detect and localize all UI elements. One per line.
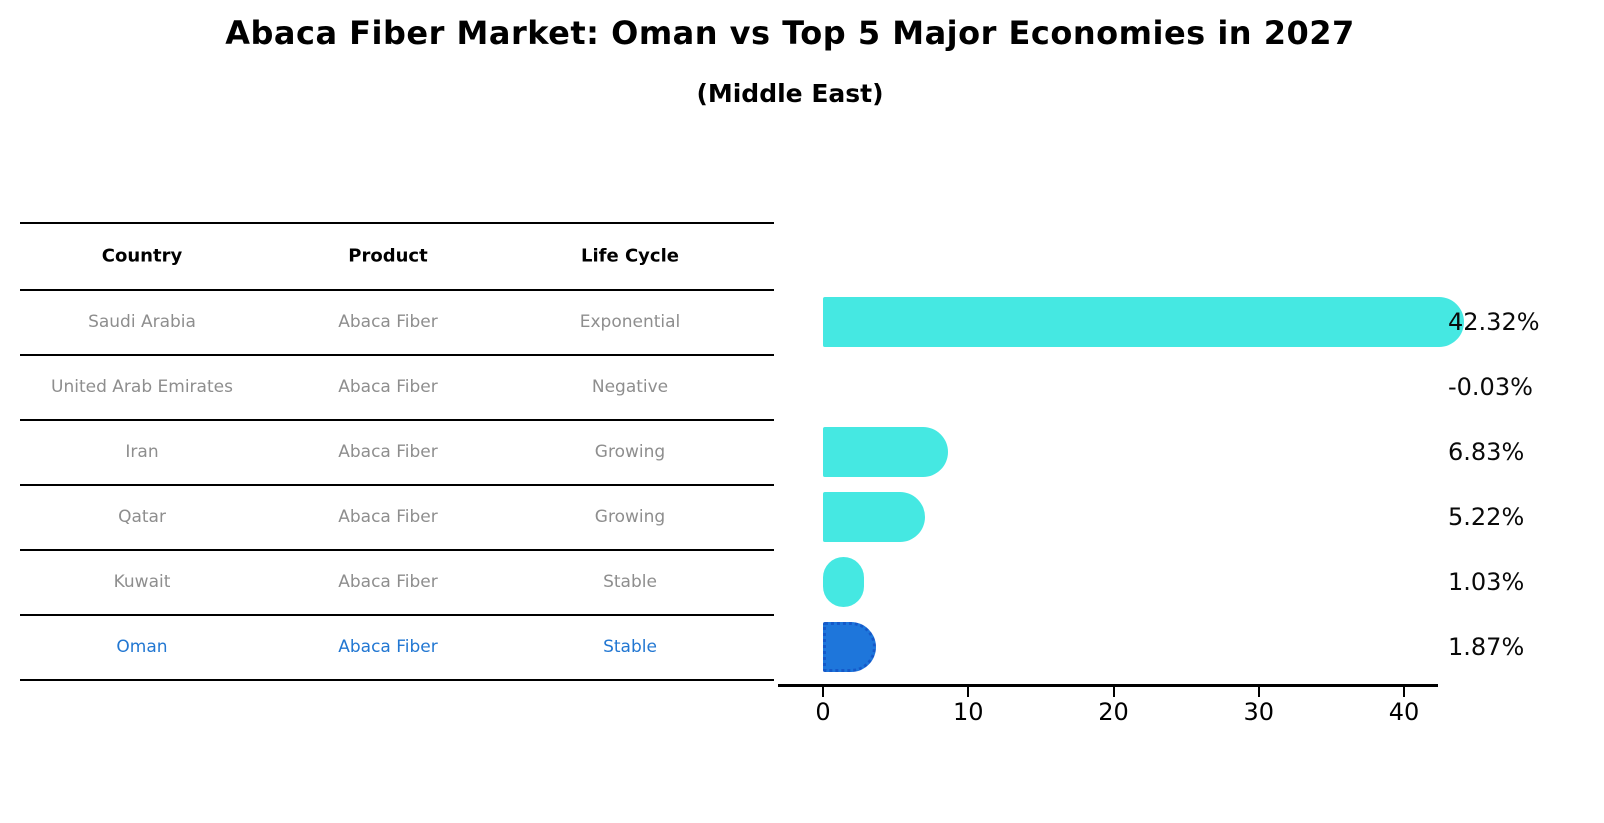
- table-cell-product: Abaca Fiber: [338, 376, 438, 397]
- table-header-cell: Life Cycle: [581, 245, 679, 267]
- x-tick-label: 20: [1098, 698, 1129, 726]
- table-cell-product: Abaca Fiber: [338, 636, 438, 657]
- bar-value-label: 6.83%: [1448, 437, 1525, 466]
- table-rule: [20, 354, 774, 356]
- table-rule: [20, 419, 774, 421]
- x-tick-label: 30: [1243, 698, 1275, 726]
- bar-value-label: 1.87%: [1448, 632, 1525, 661]
- bar: [823, 426, 949, 477]
- x-tick-label: 40: [1388, 698, 1420, 726]
- table-cell-country: Kuwait: [113, 571, 171, 592]
- table-cell-product: Abaca Fiber: [338, 571, 438, 592]
- table-cell-product: Abaca Fiber: [338, 506, 438, 527]
- table-cell-country: Saudi Arabia: [88, 311, 196, 332]
- table-cell-life_cycle: Stable: [603, 636, 657, 657]
- bar: [823, 556, 864, 607]
- table-header-cell: Product: [348, 245, 428, 267]
- x-tick: [1257, 687, 1260, 697]
- bar-highlight-oman: [823, 621, 877, 672]
- table-cell-country: United Arab Emirates: [51, 376, 233, 397]
- table-rule: [20, 679, 774, 681]
- table-header-cell: Country: [101, 245, 183, 267]
- table-rule: [20, 614, 774, 616]
- x-tick: [1112, 687, 1115, 697]
- table-rule: [20, 289, 774, 291]
- table-cell-product: Abaca Fiber: [338, 311, 438, 332]
- x-tick-label: 10: [952, 698, 984, 726]
- bar: [823, 296, 1464, 347]
- chart-title: Abaca Fiber Market: Oman vs Top 5 Major …: [225, 14, 1355, 52]
- x-axis-line: [778, 684, 1438, 687]
- table-cell-country: Iran: [125, 441, 159, 462]
- x-tick: [967, 687, 970, 697]
- table-cell-product: Abaca Fiber: [338, 441, 438, 462]
- bar-value-label: 1.03%: [1448, 567, 1525, 596]
- table-cell-life_cycle: Growing: [594, 441, 666, 462]
- table-rule: [20, 484, 774, 486]
- table-cell-life_cycle: Stable: [603, 571, 657, 592]
- bar-value-label: 42.32%: [1448, 307, 1540, 336]
- table-cell-country: Oman: [116, 636, 168, 657]
- table-cell-life_cycle: Negative: [591, 376, 669, 397]
- table-rule: [20, 222, 774, 224]
- bar: [823, 491, 925, 542]
- table-rule: [20, 549, 774, 551]
- table-cell-life_cycle: Growing: [594, 506, 666, 527]
- table-cell-country: Qatar: [118, 506, 166, 527]
- table-cell-life_cycle: Exponential: [579, 311, 681, 332]
- bar-value-label: -0.03%: [1448, 372, 1533, 401]
- x-tick-label: 0: [815, 698, 831, 726]
- x-tick: [1403, 687, 1405, 697]
- x-tick: [822, 687, 824, 697]
- chart-subtitle: (Middle East): [696, 79, 884, 108]
- bar-value-label: 5.22%: [1448, 502, 1525, 531]
